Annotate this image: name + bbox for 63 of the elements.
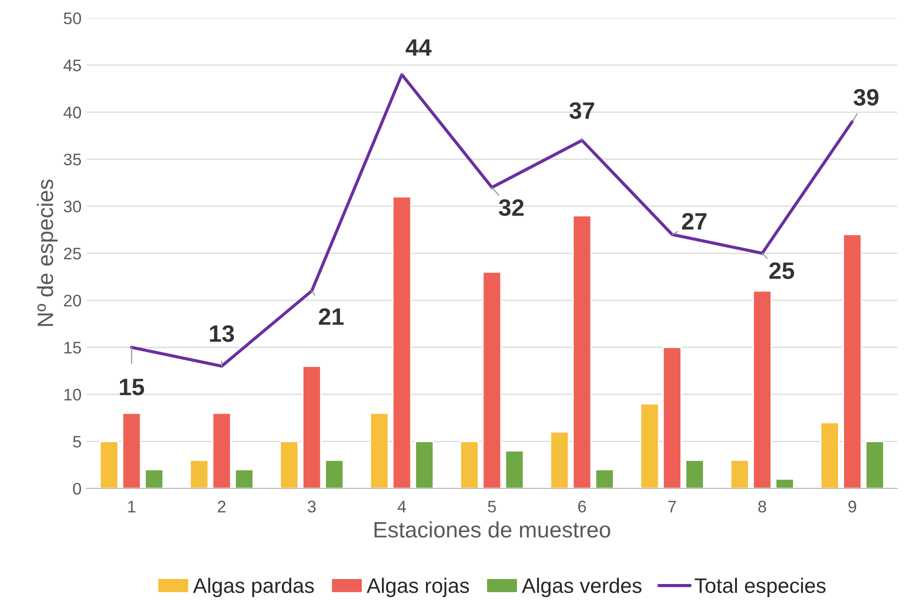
bar [684, 460, 704, 488]
y-tick-label: 20 [64, 294, 82, 306]
bar [752, 290, 772, 488]
line-series [130, 72, 854, 368]
bar [212, 412, 232, 488]
bar [482, 271, 502, 488]
x-tick-label: 5 [488, 500, 496, 512]
x-tick-label: 6 [578, 500, 586, 512]
legend-label: Total especies [694, 578, 826, 598]
y-tick-label: 5 [73, 436, 81, 448]
bar [144, 468, 164, 488]
x-tick-label: 7 [668, 500, 676, 512]
bar [550, 431, 570, 488]
x-tick-label: 8 [758, 500, 766, 512]
x-axis-title: Estaciones de muestreo [374, 521, 610, 538]
y-tick-label: 40 [64, 106, 82, 118]
x-tick-label: 4 [398, 500, 406, 512]
data-label: 44 [406, 39, 432, 56]
bar [324, 460, 344, 488]
bar [820, 422, 840, 488]
y-tick-label: 15 [64, 342, 81, 354]
y-axis-title: Nº de especies [36, 180, 58, 326]
bar [594, 468, 614, 488]
data-label: 13 [210, 325, 234, 342]
bar [640, 403, 660, 488]
data-label: 37 [569, 102, 594, 119]
x-tick-label: 1 [128, 500, 136, 512]
bar [234, 468, 254, 488]
y-tick-label: 45 [64, 60, 81, 72]
data-label: 27 [682, 212, 706, 230]
y-tick-label: 30 [64, 200, 82, 212]
bar [370, 412, 390, 488]
bar [572, 214, 592, 488]
data-label: 25 [769, 262, 794, 280]
y-tick-label: 10 [64, 388, 82, 401]
bar [865, 440, 885, 488]
bar [280, 440, 299, 488]
data-label: 15 [120, 378, 144, 396]
bar [189, 460, 209, 488]
bar [775, 478, 794, 488]
x-tick-label: 9 [848, 500, 856, 512]
legend-label: Algas pardas [193, 578, 314, 598]
bar [302, 365, 322, 488]
data-label: 39 [854, 88, 878, 106]
bar [392, 196, 412, 488]
x-tick-label: 2 [218, 500, 226, 512]
legend-label: Algas verdes [522, 578, 642, 598]
y-tick-label: 35 [64, 154, 81, 166]
bar [99, 440, 119, 488]
y-tick-label: 50 [64, 12, 82, 24]
bar [504, 450, 524, 488]
data-label: 21 [318, 308, 344, 325]
bar [414, 440, 434, 488]
bar [122, 412, 142, 488]
y-tick-label: 0 [73, 482, 82, 495]
bar [662, 346, 682, 488]
x-tick-label: 3 [308, 500, 316, 512]
legend-label: Algas rojas [366, 578, 469, 598]
y-tick-label: 25 [64, 248, 81, 260]
bar [460, 440, 480, 488]
bar [842, 234, 862, 488]
bar [730, 460, 750, 488]
data-label: 32 [498, 199, 524, 216]
